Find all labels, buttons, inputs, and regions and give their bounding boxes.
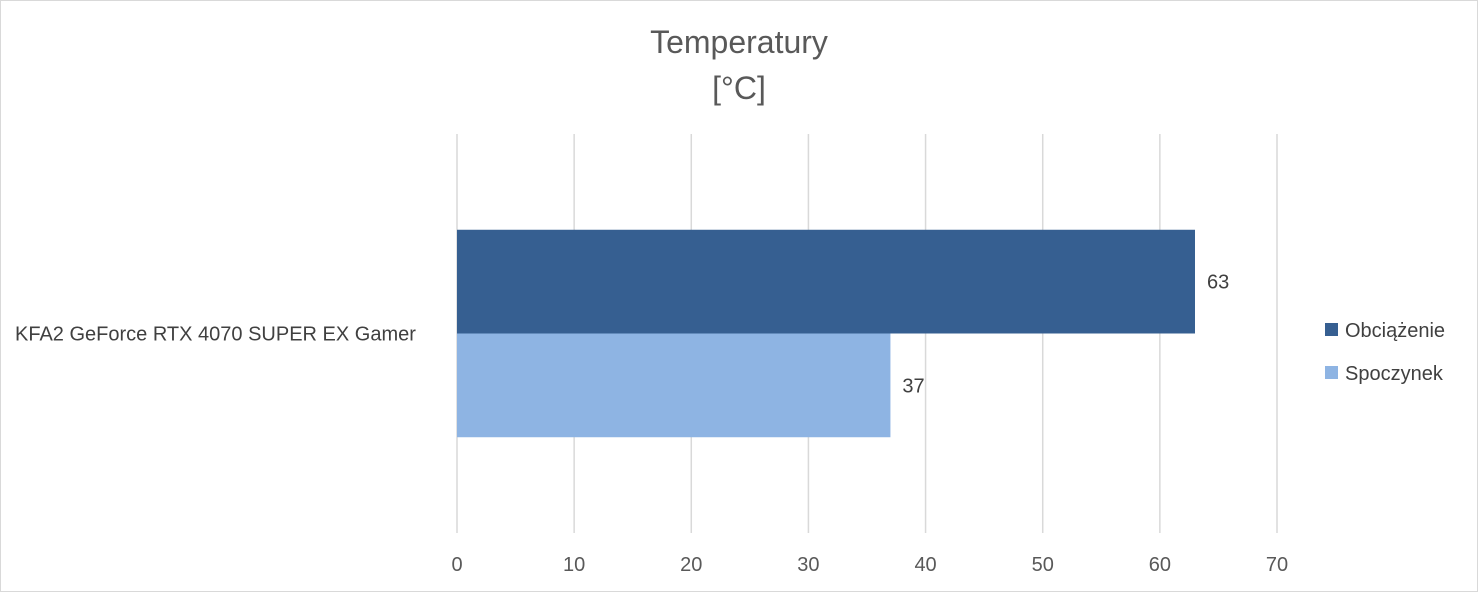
bar-1 [457,333,891,438]
x-tick-label: 30 [797,554,819,576]
category-labels: KFA2 GeForce RTX 4070 SUPER EX Gamer [15,324,416,346]
x-tick-label: 50 [1032,554,1054,576]
x-axis-ticks: 0 10 20 30 40 50 60 70 [451,554,1288,576]
chart-subtitle: [°C] [712,70,766,106]
legend-swatch [1325,323,1338,336]
category-label: KFA2 GeForce RTX 4070 SUPER EX Gamer [15,324,416,346]
bar-0 [457,229,1195,334]
legend-swatch [1325,366,1338,379]
x-tick-label: 40 [914,554,936,576]
x-tick-label: 10 [563,554,585,576]
data-labels: 63 37 [902,272,1229,398]
data-label: 63 [1207,272,1229,294]
chart-title: Temperatury [650,24,828,60]
x-tick-label: 0 [451,554,462,576]
x-tick-label: 20 [680,554,702,576]
legend-label: Spoczynek [1345,363,1444,385]
data-label: 37 [902,375,924,397]
bars [457,229,1195,438]
legend-label: Obciążenie [1345,320,1445,342]
x-tick-label: 70 [1266,554,1288,576]
legend: Obciążenie Spoczynek [1325,320,1445,385]
x-tick-label: 60 [1149,554,1171,576]
